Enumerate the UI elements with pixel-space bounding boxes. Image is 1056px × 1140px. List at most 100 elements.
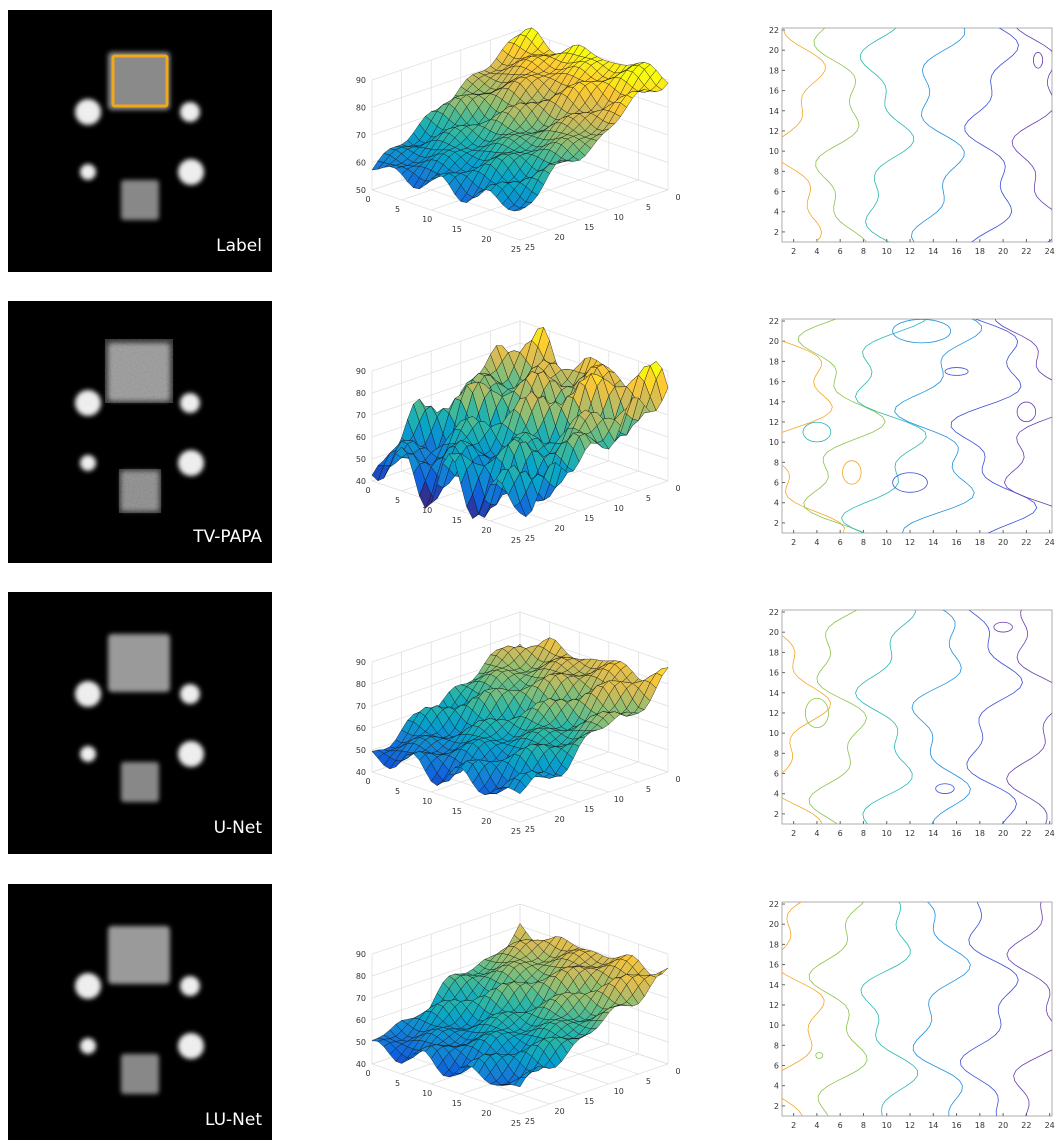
contour-plot: 24681012141618202224246810121416182022 bbox=[769, 899, 1056, 1130]
phantom-disk bbox=[178, 450, 204, 476]
x-tick-label: 20 bbox=[998, 247, 1008, 256]
phantom-square bbox=[121, 762, 159, 802]
y-tick-label: 0 bbox=[675, 1067, 680, 1076]
y-tick-label: 15 bbox=[584, 1097, 594, 1106]
z-tick-label: 70 bbox=[356, 702, 366, 711]
y-tick-label: 10 bbox=[614, 504, 624, 513]
y-tick-label: 10 bbox=[769, 438, 779, 447]
x-tick-label: 8 bbox=[861, 1121, 866, 1130]
panel-row: U-Net40506070809005101520250510152025246… bbox=[8, 592, 1056, 854]
y-tick-label: 18 bbox=[769, 648, 779, 657]
image-background bbox=[8, 10, 272, 272]
x-tick-label: 16 bbox=[951, 247, 961, 256]
phantom-square bbox=[108, 52, 170, 110]
x-tick-label: 18 bbox=[975, 247, 985, 256]
phantom-disk bbox=[75, 390, 101, 416]
x-tick-label: 2 bbox=[791, 1121, 796, 1130]
y-tick-label: 20 bbox=[769, 628, 779, 637]
x-tick-label: 5 bbox=[395, 1079, 400, 1088]
x-tick-label: 2 bbox=[791, 247, 796, 256]
phantom-disk bbox=[180, 684, 200, 704]
x-tick-label: 14 bbox=[928, 538, 938, 547]
x-tick-label: 0 bbox=[365, 486, 370, 495]
y-tick-label: 16 bbox=[769, 378, 779, 387]
y-tick-label: 2 bbox=[774, 228, 779, 237]
x-tick-label: 20 bbox=[998, 829, 1008, 838]
x-tick-label: 10 bbox=[882, 538, 892, 547]
contour-plot: 24681012141618202224246810121416182022 bbox=[756, 316, 1056, 547]
x-tick-label: 10 bbox=[882, 829, 892, 838]
y-tick-label: 20 bbox=[555, 1107, 565, 1116]
image-label: Label bbox=[216, 236, 262, 256]
phantom-disk bbox=[75, 973, 101, 999]
x-tick-label: 12 bbox=[905, 247, 915, 256]
y-tick-label: 22 bbox=[769, 900, 779, 909]
z-tick-label: 60 bbox=[356, 159, 366, 168]
x-tick-label: 5 bbox=[395, 496, 400, 505]
y-tick-label: 22 bbox=[769, 317, 779, 326]
z-tick-label: 70 bbox=[356, 994, 366, 1003]
y-tick-label: 10 bbox=[614, 795, 624, 804]
y-tick-label: 18 bbox=[769, 940, 779, 949]
surface bbox=[372, 638, 668, 795]
x-tick-label: 12 bbox=[905, 1121, 915, 1130]
x-tick-label: 5 bbox=[395, 205, 400, 214]
phantom-disk bbox=[178, 1033, 204, 1059]
x-tick-label: 15 bbox=[452, 807, 462, 816]
x-tick-label: 25 bbox=[511, 245, 521, 254]
x-tick-label: 24 bbox=[1045, 829, 1055, 838]
axes-box bbox=[782, 319, 1052, 533]
panel-row: Label50607080900510152025051015202524681… bbox=[8, 10, 1056, 272]
phantom-disk bbox=[80, 746, 96, 762]
y-tick-label: 25 bbox=[525, 534, 535, 543]
x-tick-label: 6 bbox=[838, 829, 843, 838]
y-tick-label: 6 bbox=[774, 1062, 779, 1071]
noise-overlay bbox=[119, 469, 161, 513]
y-tick-label: 4 bbox=[774, 499, 779, 508]
y-tick-label: 20 bbox=[555, 233, 565, 242]
x-tick-label: 22 bbox=[1021, 829, 1031, 838]
z-tick-label: 40 bbox=[356, 477, 366, 486]
x-tick-label: 25 bbox=[511, 827, 521, 836]
z-tick-label: 60 bbox=[356, 1016, 366, 1025]
y-tick-label: 15 bbox=[584, 805, 594, 814]
y-tick-label: 15 bbox=[584, 514, 594, 523]
x-tick-label: 5 bbox=[395, 787, 400, 796]
x-tick-label: 0 bbox=[365, 195, 370, 204]
z-tick-label: 90 bbox=[356, 76, 366, 85]
phantom-disk bbox=[180, 393, 200, 413]
phantom-disk bbox=[80, 455, 96, 471]
y-tick-label: 5 bbox=[646, 203, 651, 212]
y-tick-label: 0 bbox=[675, 193, 680, 202]
x-tick-label: 0 bbox=[365, 777, 370, 786]
x-tick-label: 20 bbox=[998, 1121, 1008, 1130]
y-tick-label: 14 bbox=[769, 689, 779, 698]
x-tick-label: 2 bbox=[791, 538, 796, 547]
y-tick-label: 20 bbox=[555, 815, 565, 824]
z-tick-label: 40 bbox=[356, 1060, 366, 1069]
y-tick-label: 4 bbox=[774, 790, 779, 799]
x-tick-label: 15 bbox=[452, 516, 462, 525]
image-background bbox=[8, 592, 272, 854]
x-tick-label: 6 bbox=[838, 247, 843, 256]
z-tick-label: 50 bbox=[356, 1038, 366, 1047]
x-tick-label: 20 bbox=[481, 235, 491, 244]
z-tick-label: 70 bbox=[356, 131, 366, 140]
x-tick-label: 22 bbox=[1021, 247, 1031, 256]
y-tick-label: 6 bbox=[774, 770, 779, 779]
x-tick-label: 8 bbox=[861, 829, 866, 838]
z-tick-label: 80 bbox=[356, 389, 366, 398]
x-tick-label: 14 bbox=[928, 829, 938, 838]
y-tick-label: 10 bbox=[769, 1021, 779, 1030]
x-tick-label: 20 bbox=[481, 817, 491, 826]
y-tick-label: 20 bbox=[769, 337, 779, 346]
y-tick-label: 25 bbox=[525, 1117, 535, 1126]
y-tick-label: 0 bbox=[675, 484, 680, 493]
y-tick-label: 16 bbox=[769, 669, 779, 678]
x-tick-label: 20 bbox=[481, 526, 491, 535]
z-tick-label: 90 bbox=[356, 950, 366, 959]
x-tick-label: 24 bbox=[1045, 538, 1055, 547]
